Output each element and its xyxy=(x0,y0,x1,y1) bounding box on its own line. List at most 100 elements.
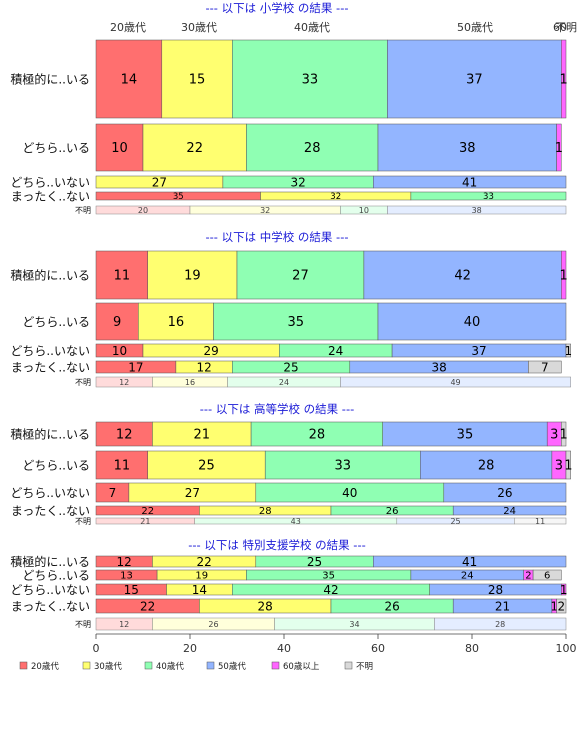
row-label: どちら..いる xyxy=(22,459,90,473)
segment-value-label: 35 xyxy=(287,315,304,330)
segment-value-label: 29 xyxy=(204,344,219,358)
bar-segment xyxy=(514,517,567,525)
segment-value-label: 25 xyxy=(198,459,215,474)
segment-value-label: 34 xyxy=(349,620,359,629)
legend-label: 不明 xyxy=(356,662,373,672)
segment-value-label: 3 xyxy=(555,459,563,474)
x-tick-label: 80 xyxy=(465,642,479,655)
segment-value-label: 20 xyxy=(138,206,148,215)
bar-segment xyxy=(565,343,571,358)
row-label: まったく..ない xyxy=(11,190,90,204)
segment-value-label: 27 xyxy=(185,486,200,500)
bar-segment xyxy=(556,598,567,614)
segment-value-label: 25 xyxy=(450,517,460,526)
bar-segment xyxy=(561,250,567,300)
segment-value-label: 1 xyxy=(560,428,568,443)
segment-value-label: 15 xyxy=(189,73,206,88)
segment-value-label: 28 xyxy=(258,599,273,613)
legend-label: 50歳代 xyxy=(218,661,246,672)
segment-value-label: 12 xyxy=(117,555,132,569)
segment-value-label: 9 xyxy=(113,315,121,330)
segment-value-label: 28 xyxy=(488,583,503,597)
column-header-label: 50歳代 xyxy=(457,21,493,34)
segment-value-label: 14 xyxy=(192,583,207,597)
column-header-label: 30歳代 xyxy=(181,21,217,34)
segment-value-label: 12 xyxy=(196,360,211,374)
row-label: 不明 xyxy=(75,378,91,387)
segment-value-label: 12 xyxy=(116,428,133,443)
row-label: どちら..いる xyxy=(22,141,90,155)
bar-segment xyxy=(565,450,571,480)
segment-value-label: 16 xyxy=(185,378,195,387)
segment-value-label: 26 xyxy=(384,599,399,613)
column-header-label: 20歳代 xyxy=(110,21,146,34)
legend-label: 40歳代 xyxy=(156,661,184,672)
row-label: 不明 xyxy=(75,206,91,215)
segment-value-label: 41 xyxy=(462,175,477,189)
bar-segment xyxy=(373,555,567,568)
row-label: 不明 xyxy=(75,517,91,526)
segment-value-label: 32 xyxy=(290,175,305,189)
bar-segment xyxy=(434,617,567,631)
segment-value-label: 15 xyxy=(124,583,139,597)
segment-value-label: 33 xyxy=(334,459,351,474)
segment-value-label: 25 xyxy=(307,555,322,569)
segment-value-label: 19 xyxy=(195,571,208,582)
segment-value-label: 1 xyxy=(555,141,563,156)
legend-swatch xyxy=(144,661,153,670)
segment-value-label: 28 xyxy=(259,506,272,517)
x-tick-label: 20 xyxy=(183,642,197,655)
row-label: どちら..いない xyxy=(10,344,90,358)
segment-value-label: 1 xyxy=(565,344,573,358)
bar-segment xyxy=(561,583,567,596)
segment-value-label: 22 xyxy=(196,555,211,569)
segment-value-label: 26 xyxy=(497,486,512,500)
bar-segment xyxy=(250,421,383,447)
bar-segment xyxy=(95,250,148,300)
segment-value-label: 1 xyxy=(564,459,572,474)
column-header-label: 40歳代 xyxy=(294,21,330,34)
bar-segment xyxy=(95,421,153,447)
segment-value-label: 14 xyxy=(121,73,138,88)
segment-value-label: 35 xyxy=(457,428,474,443)
x-tick-label: 0 xyxy=(93,642,100,655)
segment-value-label: 21 xyxy=(495,599,510,613)
legend-swatch xyxy=(19,661,28,670)
segment-value-label: 22 xyxy=(186,141,203,156)
segment-value-label: 32 xyxy=(260,206,270,215)
segment-value-label: 11 xyxy=(535,517,545,526)
bar-segment xyxy=(363,250,562,300)
segment-value-label: 42 xyxy=(323,583,338,597)
segment-value-label: 7 xyxy=(541,360,549,374)
bar-segment xyxy=(147,450,266,480)
segment-value-label: 1 xyxy=(560,583,568,597)
legend-swatch xyxy=(271,661,280,670)
segment-value-label: 17 xyxy=(128,360,143,374)
segment-value-label: 27 xyxy=(152,175,167,189)
segment-value-label: 16 xyxy=(168,315,185,330)
bar-segment xyxy=(452,505,567,516)
segment-value-label: 26 xyxy=(386,506,399,517)
bar-segment xyxy=(443,482,567,503)
segment-value-label: 1 xyxy=(560,269,568,284)
bar-segment xyxy=(95,123,144,172)
segment-value-label: 40 xyxy=(342,486,357,500)
legend-label: 60歳以上 xyxy=(283,661,320,672)
row-label: まったく..ない xyxy=(11,361,90,375)
segment-value-label: 40 xyxy=(464,315,481,330)
segment-value-label: 35 xyxy=(322,571,335,582)
segment-value-label: 12 xyxy=(119,620,129,629)
segment-value-label: 24 xyxy=(461,571,474,582)
segment-value-label: 2 xyxy=(525,571,531,582)
segment-value-label: 38 xyxy=(431,360,446,374)
segment-value-label: 10 xyxy=(359,206,369,215)
x-tick-label: 60 xyxy=(371,642,385,655)
bar-segment xyxy=(377,302,567,341)
column-header-label: 不明 xyxy=(555,21,577,34)
bar-segment xyxy=(561,39,567,119)
legend-swatch xyxy=(82,661,91,670)
bar-segment xyxy=(236,250,365,300)
bar-segment xyxy=(561,421,567,447)
segment-value-label: 24 xyxy=(279,378,289,387)
row-label: 不明 xyxy=(75,620,91,629)
